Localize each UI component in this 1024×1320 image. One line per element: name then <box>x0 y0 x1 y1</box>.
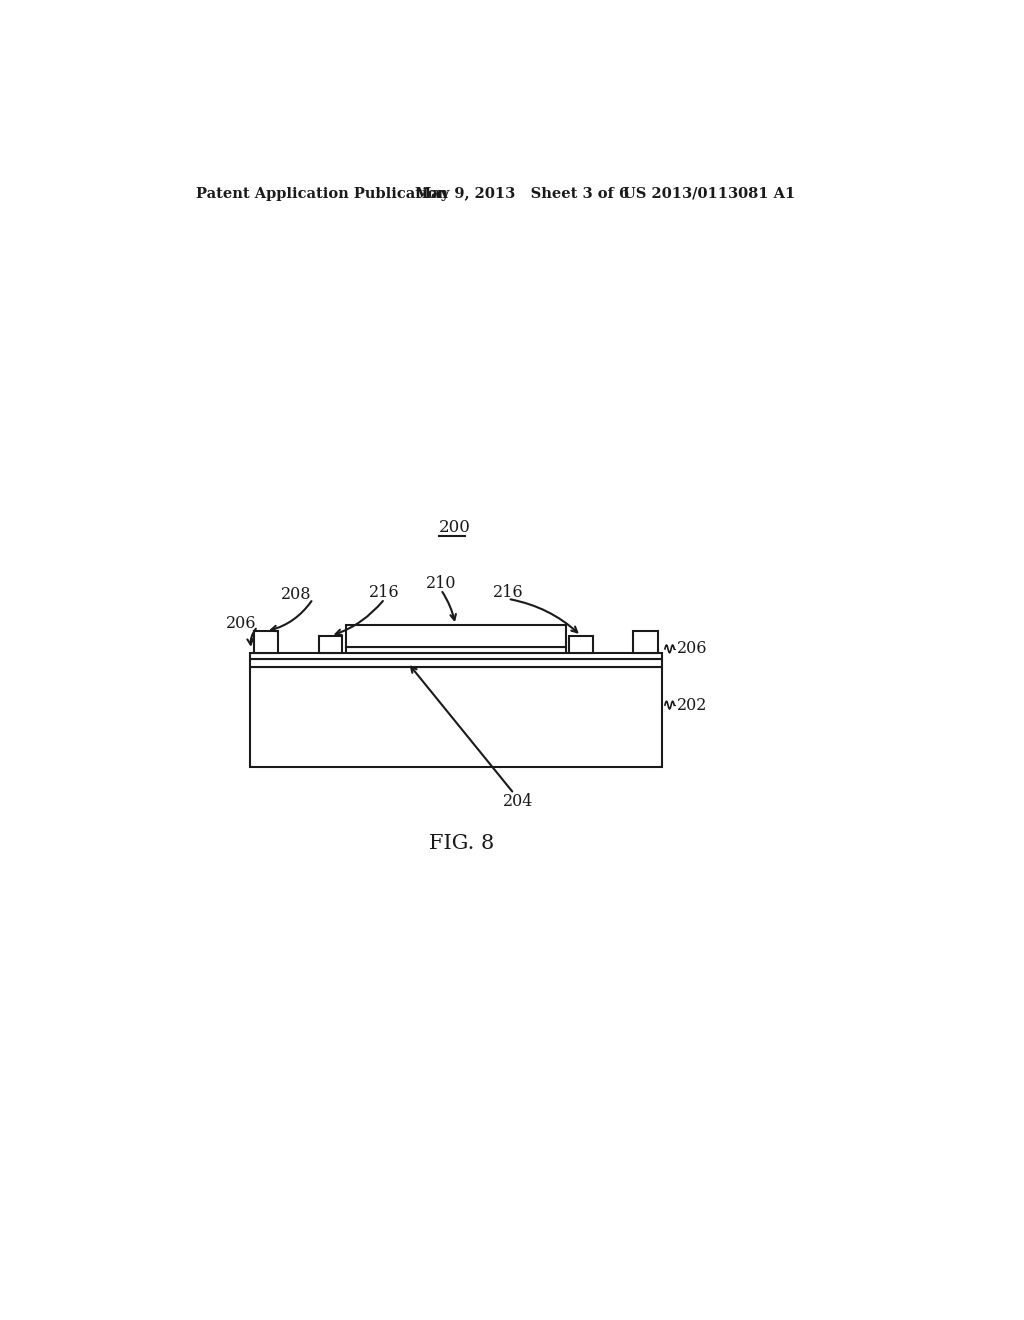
Text: US 2013/0113081 A1: US 2013/0113081 A1 <box>624 187 796 201</box>
Bar <box>254 631 279 653</box>
Bar <box>250 653 662 659</box>
Text: 216: 216 <box>493 585 523 601</box>
Text: 204: 204 <box>503 793 534 810</box>
Text: FIG. 8: FIG. 8 <box>429 834 495 853</box>
Text: 208: 208 <box>281 586 311 603</box>
Bar <box>346 626 565 647</box>
Text: Patent Application Publication: Patent Application Publication <box>196 187 449 201</box>
Text: May 9, 2013   Sheet 3 of 6: May 9, 2013 Sheet 3 of 6 <box>416 187 630 201</box>
Text: 206: 206 <box>677 640 708 657</box>
Bar <box>250 659 662 667</box>
Bar <box>319 636 342 653</box>
Bar <box>346 647 565 653</box>
Text: 206: 206 <box>225 615 256 632</box>
Bar <box>250 667 662 767</box>
Text: 210: 210 <box>426 576 456 591</box>
Text: 202: 202 <box>677 697 708 714</box>
Bar <box>634 631 658 653</box>
Bar <box>569 636 593 653</box>
Text: 216: 216 <box>370 585 400 601</box>
Text: 200: 200 <box>438 519 470 536</box>
